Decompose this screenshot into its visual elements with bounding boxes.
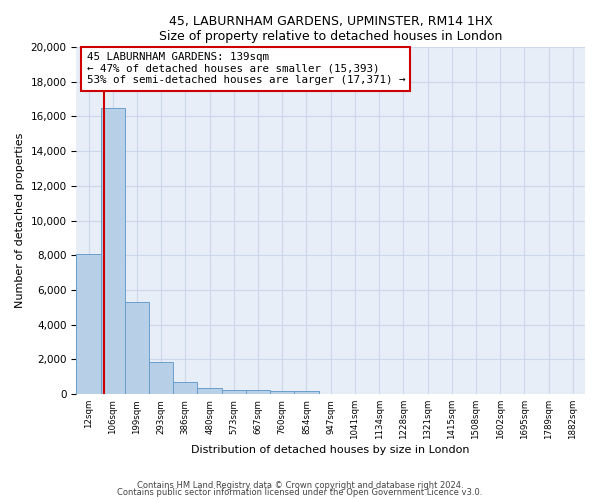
Text: 45 LABURNHAM GARDENS: 139sqm
← 47% of detached houses are smaller (15,393)
53% o: 45 LABURNHAM GARDENS: 139sqm ← 47% of de… [86, 52, 405, 86]
Y-axis label: Number of detached properties: Number of detached properties [15, 133, 25, 308]
Bar [222, 390, 246, 394]
Bar [295, 391, 319, 394]
Bar [76, 254, 101, 394]
Bar [149, 362, 173, 394]
Text: Contains HM Land Registry data © Crown copyright and database right 2024.: Contains HM Land Registry data © Crown c… [137, 480, 463, 490]
Title: 45, LABURNHAM GARDENS, UPMINSTER, RM14 1HX
Size of property relative to detached: 45, LABURNHAM GARDENS, UPMINSTER, RM14 1… [159, 15, 502, 43]
Text: Contains public sector information licensed under the Open Government Licence v3: Contains public sector information licen… [118, 488, 482, 497]
Bar [270, 391, 295, 394]
Bar [101, 108, 125, 394]
Bar [125, 302, 149, 394]
X-axis label: Distribution of detached houses by size in London: Distribution of detached houses by size … [191, 445, 470, 455]
Bar [173, 382, 197, 394]
Bar [246, 390, 270, 394]
Bar [197, 388, 222, 394]
